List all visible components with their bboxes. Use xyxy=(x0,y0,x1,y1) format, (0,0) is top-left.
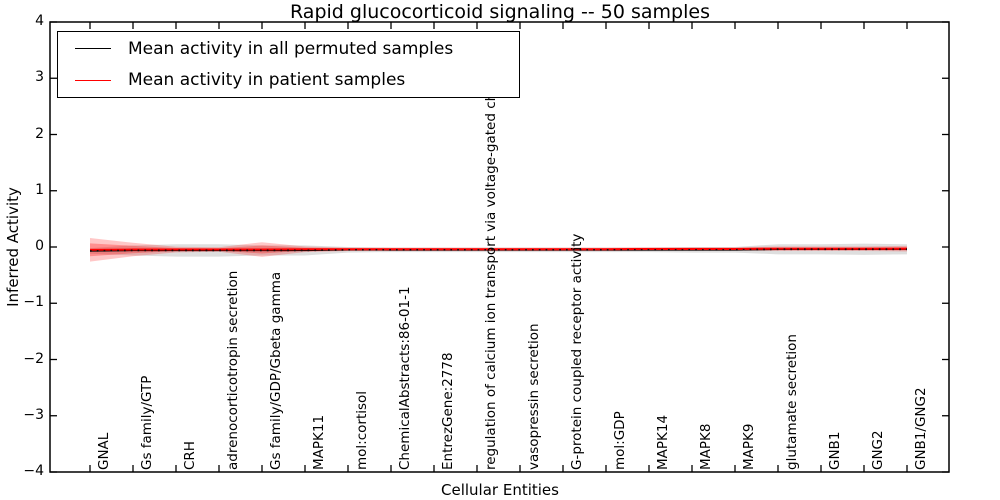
patient-line-swatch xyxy=(75,79,111,81)
y-tick-label: −4 xyxy=(23,463,44,479)
y-tick-label: 4 xyxy=(35,13,44,29)
y-tick-label: 2 xyxy=(35,125,44,142)
x-category-label: CRH xyxy=(182,441,198,470)
x-category-label: GNB1 xyxy=(827,431,843,470)
legend: Mean activity in all permuted samples Me… xyxy=(57,31,520,98)
x-category-label: GNAL xyxy=(96,432,112,470)
legend-item-patient: Mean activity in patient samples xyxy=(58,65,519,95)
legend-item-permuted: Mean activity in all permuted samples xyxy=(58,34,519,64)
x-category-label: GNG2 xyxy=(870,430,886,470)
y-tick-label: 0 xyxy=(35,238,44,254)
legend-label: Mean activity in patient samples xyxy=(128,70,406,91)
x-category-label: mol:cortisol xyxy=(354,390,370,470)
x-category-label: MAPK8 xyxy=(698,423,714,470)
x-category-label: adrenocorticotropin secretion xyxy=(225,270,241,470)
x-category-label: ChemicalAbstracts:86-01-1 xyxy=(397,286,413,470)
y-tick-label: −2 xyxy=(23,350,44,367)
x-category-label: vasopressin secretion xyxy=(526,323,542,470)
x-category-label: G-protein coupled receptor activity xyxy=(569,233,585,470)
x-category-label: MAPK9 xyxy=(741,423,757,470)
permuted-markers xyxy=(89,248,907,252)
permuted-line-swatch xyxy=(75,48,111,50)
x-category-label: mol:GDP xyxy=(612,411,628,470)
x-category-label: Gs family/GDP/Gbeta gamma xyxy=(268,271,284,470)
x-category-label: glutamate secretion xyxy=(784,334,800,470)
x-category-label: EntrezGene:2778 xyxy=(440,352,456,470)
x-category-label: Gs family/GTP xyxy=(139,375,155,470)
y-tick-label: 3 xyxy=(35,69,44,86)
x-category-label: regulation of calcium ion transport via … xyxy=(483,48,499,470)
legend-label: Mean activity in all permuted samples xyxy=(128,38,454,59)
x-category-label: MAPK11 xyxy=(311,414,327,470)
y-tick-label: −3 xyxy=(23,406,44,423)
x-axis-label: Cellular Entities xyxy=(441,481,559,499)
y-tick-label: 1 xyxy=(35,181,44,198)
chart-title: Rapid glucocorticoid signaling -- 50 sam… xyxy=(290,1,710,23)
x-category-label: GNB1/GNG2 xyxy=(913,387,929,470)
x-category-label: MAPK14 xyxy=(655,414,671,470)
y-tick-label: −1 xyxy=(23,294,44,311)
